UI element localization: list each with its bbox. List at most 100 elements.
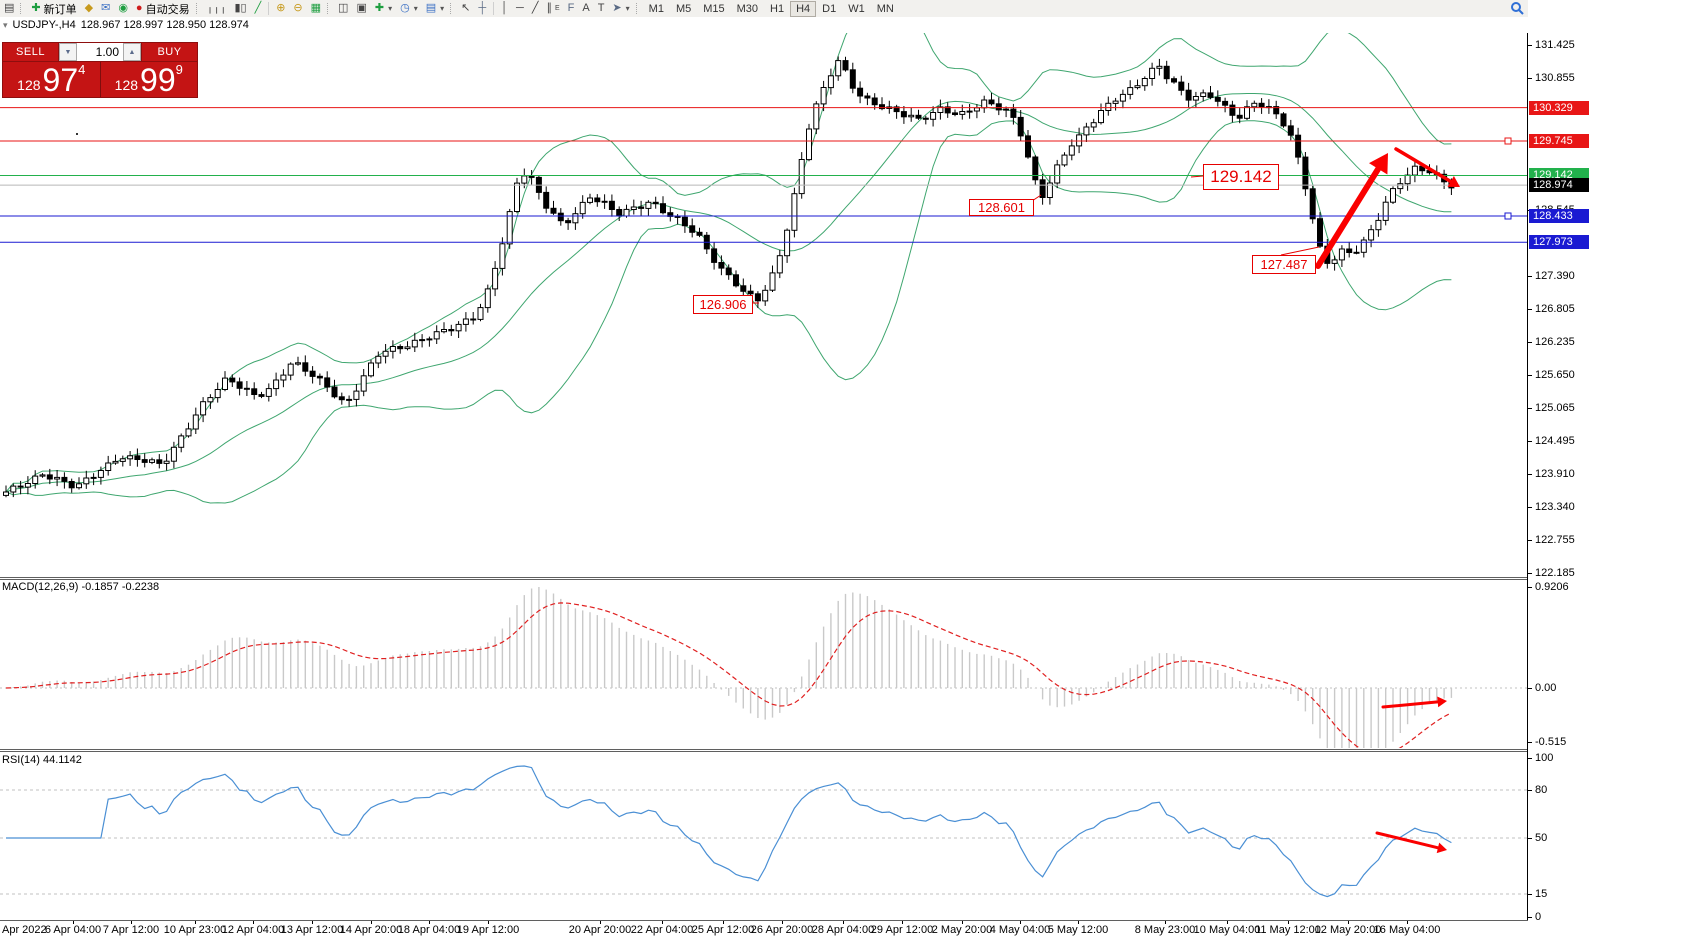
- price-annotation[interactable]: 128.601: [969, 199, 1034, 216]
- timeframe-h4[interactable]: H4: [790, 0, 817, 17]
- toolbar: ▤ ✚ 新订单 ◆ ✉ ◉ ● 自动交易 ╷╷╷ ▮▯ ╱ ⊕ ⊖ ▦ ◫ ▣ …: [0, 0, 1698, 18]
- candle-body: [594, 197, 601, 203]
- sell-price[interactable]: 128 97 4: [3, 62, 100, 97]
- profile-icon: ✉: [101, 2, 111, 14]
- trend-arrow-head[interactable]: [1447, 176, 1461, 187]
- candle-body: [1171, 78, 1177, 83]
- text-label-button[interactable]: T: [594, 1, 609, 16]
- time-label: 4 May 04:00: [989, 924, 1051, 936]
- timeframe-d1[interactable]: D1: [822, 2, 837, 15]
- candle-body: [236, 381, 243, 389]
- trendline-button[interactable]: ╱: [528, 1, 543, 16]
- candlestick-icon: ▮▯: [234, 2, 247, 14]
- fibonacci-button[interactable]: F: [564, 1, 579, 16]
- lot-increase-button[interactable]: ▲: [123, 43, 141, 61]
- candle-body: [426, 338, 433, 341]
- time-label: 22 Apr 04:00: [630, 924, 694, 936]
- timeframe-w1[interactable]: W1: [848, 2, 865, 15]
- price-annotation[interactable]: 129.142: [1203, 164, 1279, 190]
- collapse-arrow-icon[interactable]: ▾: [3, 19, 8, 30]
- candle-body: [382, 350, 389, 357]
- search-icon[interactable]: [1510, 1, 1524, 15]
- indicators-button[interactable]: ✚ ▾: [371, 1, 396, 16]
- crosshair-button[interactable]: ┼: [474, 1, 490, 16]
- trend-arrow[interactable]: [1381, 700, 1440, 709]
- new-order-button[interactable]: ✚ 新订单: [27, 1, 80, 16]
- candle-body: [470, 318, 477, 321]
- price-axis[interactable]: 131.425130.855128.545127.390126.805126.2…: [1528, 0, 1698, 937]
- autotrading-button[interactable]: ● 自动交易: [132, 1, 194, 16]
- shapes-button[interactable]: ➤ ▾: [608, 1, 633, 16]
- cascade-windows-button[interactable]: ◫: [334, 1, 352, 16]
- candle-body: [1309, 188, 1316, 220]
- timeframe-m1[interactable]: M1: [648, 2, 664, 15]
- trend-arrow-head[interactable]: [1369, 153, 1388, 175]
- chart-window-icon[interactable]: ▤: [0, 1, 18, 16]
- rsi-tick: [1528, 917, 1532, 918]
- price-tick-label: 130.855: [1535, 72, 1575, 84]
- timeframe-m15[interactable]: M15: [703, 2, 725, 15]
- trend-arrow[interactable]: [1315, 165, 1382, 269]
- buy-price[interactable]: 128 99 9: [99, 62, 198, 97]
- timeframe-m5[interactable]: M5: [675, 2, 692, 15]
- time-tick: [782, 921, 783, 924]
- candle-body: [813, 103, 820, 130]
- templates-button[interactable]: ▤ ▾: [422, 1, 448, 16]
- time-label: 8 May 23:00: [1134, 924, 1196, 936]
- candle-body: [1141, 78, 1148, 87]
- indicators-icon: ✚: [374, 2, 385, 14]
- bar-chart-button[interactable]: ╷╷╷: [203, 1, 231, 16]
- market-watch-button[interactable]: ◆: [81, 1, 97, 16]
- arrange-windows-button[interactable]: ▣: [352, 1, 370, 16]
- zoom-out-button[interactable]: ⊖: [289, 1, 306, 16]
- time-tick: [131, 921, 132, 924]
- time-axis[interactable]: Apr 2022 6 Apr 04:00 7 Apr 12:00 10 Apr 23:…: [0, 921, 1698, 937]
- text-button[interactable]: A: [578, 1, 593, 16]
- candle-body: [557, 212, 564, 222]
- pane-separator[interactable]: [0, 577, 1698, 578]
- zoom-in-button[interactable]: ⊕: [272, 1, 289, 16]
- lot-decrease-button[interactable]: ▼: [59, 43, 77, 61]
- candlestick-chart-button[interactable]: ▮▯: [230, 1, 250, 16]
- cursor-button[interactable]: ↖: [457, 1, 474, 16]
- tile-windows-button[interactable]: ▦: [307, 1, 325, 16]
- pane-separator[interactable]: [0, 749, 1698, 750]
- candle-body: [1068, 145, 1075, 156]
- candle-body: [623, 208, 630, 217]
- horizontal-line-button[interactable]: ─: [512, 1, 528, 16]
- shapes-icon: ➤: [612, 2, 622, 14]
- channel-button[interactable]: ∥ E: [546, 2, 560, 14]
- time-tick: [195, 921, 196, 924]
- candle-body: [1368, 229, 1375, 241]
- signals-button[interactable]: ◉: [114, 1, 132, 16]
- line-chart-button[interactable]: ╱: [251, 1, 266, 16]
- price-annotation[interactable]: 126.906: [693, 295, 753, 314]
- periods-button[interactable]: ◷ ▾: [396, 1, 422, 16]
- sell-price-pip: 4: [78, 62, 86, 77]
- toolbar-grip: [195, 3, 200, 14]
- sell-button[interactable]: SELL: [2, 42, 59, 62]
- buy-button[interactable]: BUY: [141, 42, 198, 62]
- price-tick-label: 125.650: [1535, 369, 1575, 381]
- trend-arrow[interactable]: [1394, 147, 1453, 184]
- candle-body: [1229, 104, 1236, 116]
- candle-body: [404, 346, 411, 350]
- arrange-windows-icon: ▣: [356, 2, 367, 14]
- timeframe-h1[interactable]: H1: [770, 2, 785, 15]
- timeframe-mn[interactable]: MN: [876, 2, 894, 15]
- candle-body: [506, 211, 513, 245]
- zoom-out-icon: ⊖: [293, 2, 303, 14]
- lot-size-input[interactable]: [77, 43, 123, 61]
- trend-arrow-head[interactable]: [1436, 842, 1447, 854]
- time-tick: [371, 921, 372, 924]
- timeframe-m30[interactable]: M30: [736, 2, 759, 15]
- price-annotation[interactable]: 127.487: [1252, 255, 1316, 274]
- trend-arrow[interactable]: [1375, 831, 1440, 850]
- lot-size-control: ▼ ▲: [59, 42, 141, 62]
- vertical-line-button[interactable]: │: [497, 1, 512, 16]
- time-label: 11 May 12:00: [1255, 924, 1321, 936]
- profile-button[interactable]: ✉: [97, 1, 114, 16]
- candle-body: [944, 106, 951, 114]
- trend-arrow-head[interactable]: [1437, 696, 1447, 708]
